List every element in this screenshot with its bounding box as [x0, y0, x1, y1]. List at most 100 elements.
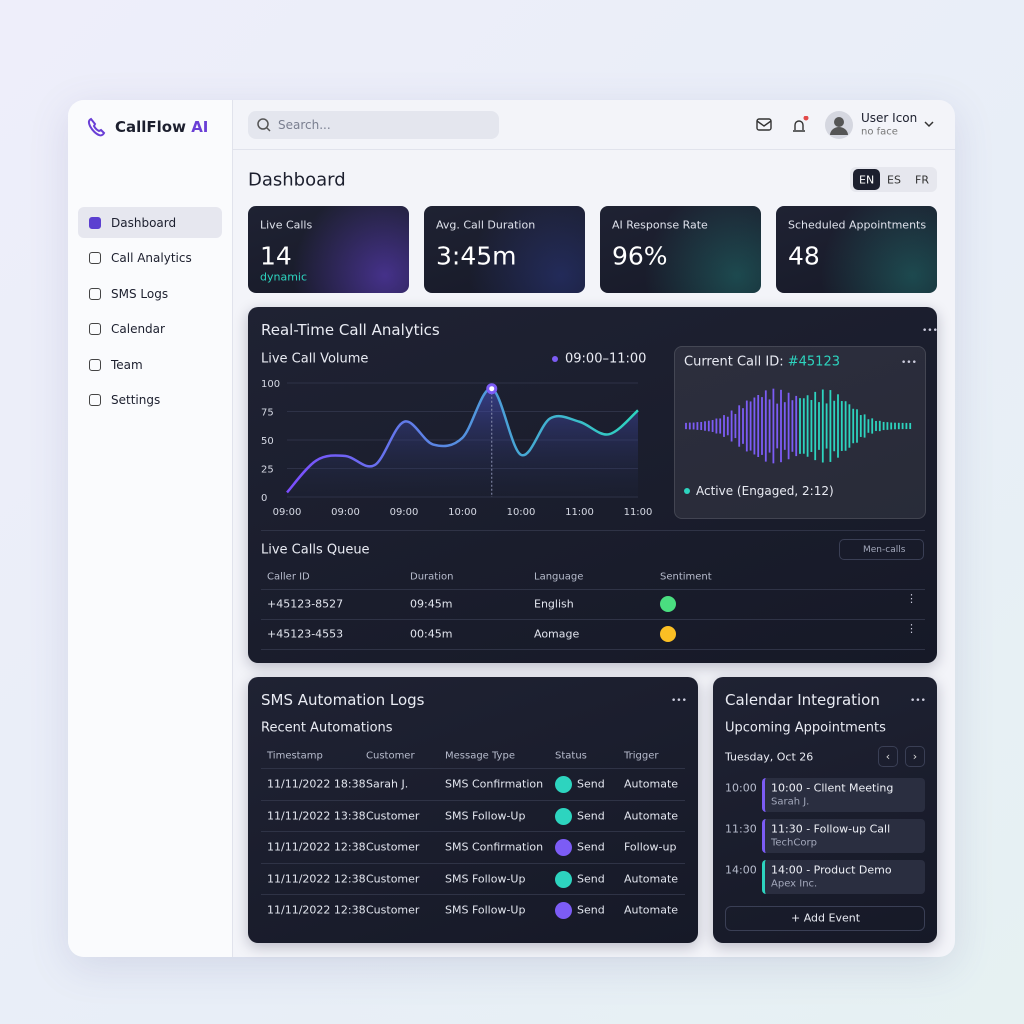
range-label: 09:00–11:00 — [565, 351, 647, 367]
top-icons — [756, 116, 934, 132]
table-cell: Aomage — [534, 627, 580, 641]
panel-title: Real-Time Call Analytics — [261, 321, 440, 339]
sentiment-icon — [660, 626, 676, 642]
nav-item[interactable]: Team — [111, 358, 143, 372]
calendar-date: Tuesday, Oct 26 — [725, 750, 814, 764]
user-name: User Icon — [861, 111, 918, 125]
table-cell: Customer — [366, 840, 420, 854]
brand-name: CallFlow — [115, 118, 186, 136]
status-icon — [555, 902, 572, 920]
next-button[interactable]: › — [905, 746, 925, 767]
logo-icon — [87, 117, 106, 137]
stat-card — [776, 206, 937, 293]
table-cell: +45123-8527 — [267, 597, 344, 611]
row-divider — [261, 768, 685, 769]
table-cell: Send — [577, 840, 605, 854]
table-cell: Send — [577, 872, 605, 886]
row-divider — [261, 799, 685, 801]
sentiment-icon — [660, 596, 676, 612]
table-cell: 11/11/2022 12:38 — [267, 903, 366, 917]
stat-value: 14 — [260, 241, 292, 271]
stat-label: AI Response Rate — [612, 218, 708, 232]
table-cell: Automate — [624, 777, 679, 791]
divider — [232, 149, 955, 150]
sms-panel — [248, 677, 698, 943]
nav-item[interactable]: Dashboard — [111, 216, 177, 230]
nav-icon — [89, 394, 101, 406]
row-divider — [261, 894, 685, 896]
row-menu[interactable]: ⋮ — [906, 623, 917, 634]
stat-value: 3:45m — [436, 241, 517, 271]
mail-icon[interactable] — [756, 118, 772, 131]
add-event-button[interactable] — [725, 906, 925, 931]
table-header: Duration — [410, 571, 454, 583]
table-cell: Customer — [366, 809, 420, 823]
row-divider — [261, 649, 925, 650]
status-icon — [555, 776, 572, 793]
table-cell: +45123-4553 — [267, 627, 344, 641]
event-who: TechCorp — [771, 837, 817, 849]
event-time: 11:30 — [725, 822, 757, 836]
divider — [261, 530, 925, 531]
table-cell: 11/11/2022 12:38 — [267, 840, 366, 854]
nav-item[interactable]: Settings — [111, 393, 161, 407]
table-cell: Customer — [366, 872, 420, 886]
avatar[interactable] — [825, 111, 853, 139]
page-title: Dashboard — [248, 169, 346, 191]
event-card[interactable] — [762, 819, 925, 853]
nav-active — [78, 207, 222, 238]
table-cell: Sarah J. — [366, 777, 409, 791]
lang-active — [853, 169, 880, 190]
current-call-label: Current Call ID: #45123 — [684, 355, 840, 370]
event-card[interactable] — [762, 860, 925, 894]
table-header: Timestamp — [267, 750, 323, 762]
panel-subtitle: Upcoming Appointments — [725, 720, 886, 736]
status-icon — [555, 870, 572, 888]
stat-value: 96% — [612, 241, 668, 271]
table-header: Customer — [366, 750, 415, 762]
call-status: Active (Engaged, 2:12) — [696, 484, 834, 498]
event-card[interactable] — [762, 778, 925, 812]
stat-label: Live Calls — [260, 218, 313, 232]
table-cell: Automate — [624, 872, 679, 886]
table-cell: SMS Confirmation — [445, 777, 544, 791]
prev-button[interactable]: ‹ — [878, 746, 898, 767]
table-cell: SMS Follow-Up — [445, 809, 526, 823]
sidebar — [68, 100, 233, 957]
table-cell: 11/11/2022 18:38 — [267, 777, 366, 791]
panel-subtitle: Recent Automations — [261, 720, 393, 736]
table-cell: Customer — [366, 903, 420, 917]
event-who: Sarah J. — [771, 796, 810, 808]
filter-label: Men-calls — [863, 545, 906, 555]
lang-option[interactable]: EN — [859, 173, 875, 187]
nav-item[interactable]: Calendar — [111, 322, 165, 336]
table-cell: 09:45m — [410, 597, 453, 611]
panel-title: SMS Automation Logs — [261, 691, 425, 709]
bell-icon[interactable] — [793, 120, 805, 132]
table-cell: SMS Confirmation — [445, 840, 544, 854]
table-header: Caller ID — [267, 571, 310, 583]
row-menu[interactable]: ⋮ — [906, 593, 917, 604]
nav-item[interactable]: SMS Logs — [111, 287, 169, 301]
event-time: 10:00 — [725, 781, 757, 795]
user-subtitle: no face — [861, 126, 898, 138]
table-cell: SMS Follow-Up — [445, 903, 526, 917]
nav-icon — [89, 359, 101, 371]
table-cell: Automate — [624, 809, 679, 823]
nav-icon — [89, 288, 101, 300]
lang-option[interactable]: FR — [915, 173, 929, 187]
filter-button[interactable] — [839, 539, 924, 560]
event-who: Apex Inc. — [771, 878, 818, 890]
stat-card — [600, 206, 761, 293]
call-label: Current Call ID: — [684, 354, 784, 370]
table-cell: 11/11/2022 13:38 — [267, 809, 366, 823]
event-title: 11:30 - Follow-up Call — [771, 822, 891, 836]
table-cell: Send — [577, 809, 605, 823]
stat-card — [424, 206, 585, 293]
search-box[interactable] — [248, 111, 499, 139]
nav-item[interactable]: Call Analytics — [111, 251, 192, 265]
stat-label: Scheduled Appointments — [788, 218, 927, 232]
lang-option[interactable]: ES — [887, 173, 901, 187]
table-cell: Follow-up — [624, 840, 677, 854]
